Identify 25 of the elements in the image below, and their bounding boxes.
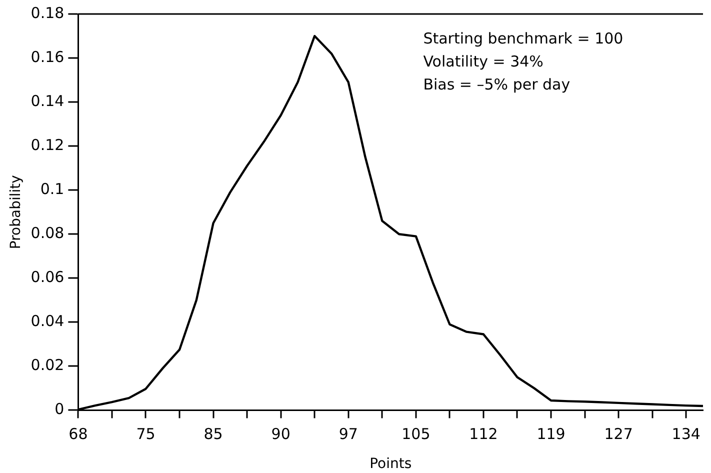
x-tick-label: 90	[271, 425, 290, 444]
x-tick-label: 134	[672, 425, 700, 444]
x-tick-label: 97	[338, 425, 358, 444]
x-tick-label: 68	[68, 425, 88, 444]
y-tick-label: 0.18	[30, 4, 64, 22]
x-tick-label: 105	[402, 425, 430, 444]
x-tick-label: 127	[604, 425, 633, 444]
annotation: Volatility = 34%	[423, 52, 544, 70]
annotation: Bias = –5% per day	[423, 75, 570, 94]
x-tick-label: 75	[136, 425, 156, 444]
x-tick-label: 112	[469, 425, 498, 444]
y-axis-title: Probability	[8, 175, 24, 250]
x-tick-label: 85	[204, 425, 223, 444]
y-tick-label: 0.08	[30, 224, 64, 242]
y-tick-label: 0.1	[40, 180, 64, 198]
y-tick-label: 0.02	[30, 356, 64, 374]
y-tick-label: 0.04	[30, 312, 64, 330]
y-tick-label: 0.16	[30, 48, 64, 66]
x-axis-title: Points	[370, 456, 412, 472]
annotation: Starting benchmark = 100	[423, 29, 624, 48]
y-tick-label: 0.14	[30, 92, 64, 110]
x-tick-label: 119	[536, 425, 566, 444]
y-tick-label: 0.06	[30, 268, 64, 286]
y-tick-label: 0.12	[30, 136, 64, 154]
y-tick-label: 0	[54, 400, 64, 418]
